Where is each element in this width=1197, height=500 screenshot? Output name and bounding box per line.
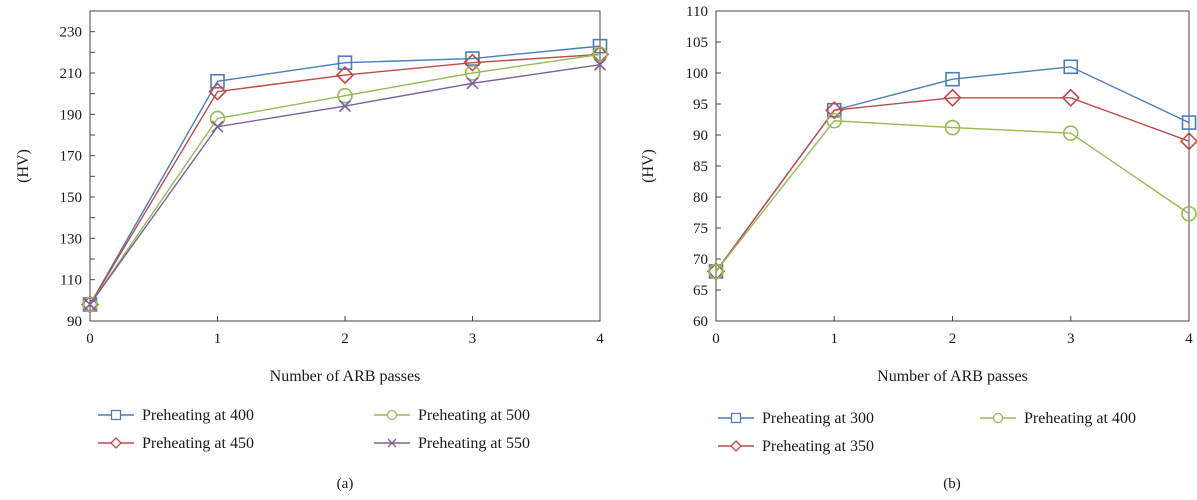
series-line [715, 120, 1190, 272]
series-line [89, 53, 601, 305]
x-tick-label: 1 [831, 331, 839, 347]
y-tick-label: 85 [693, 159, 708, 175]
data-point [466, 77, 479, 90]
y-tick-label: 105 [686, 35, 709, 51]
series-line [89, 45, 601, 305]
y-tick-label: 90 [67, 314, 82, 330]
data-point [943, 88, 962, 107]
data-point [1061, 88, 1080, 107]
legend-marker [387, 438, 397, 448]
data-point [464, 65, 481, 81]
y-tick-label: 65 [693, 283, 708, 299]
legend-item: Preheating at 450 [98, 435, 254, 452]
data-point [80, 295, 100, 314]
data-point [826, 112, 843, 129]
data-point [945, 71, 960, 87]
data-point [1062, 125, 1079, 141]
data-point [211, 120, 224, 133]
x-tick-label: 4 [596, 331, 604, 347]
data-point [463, 53, 482, 72]
y-axis-label: (HV) [15, 149, 32, 183]
y-tick-label: 75 [693, 221, 708, 237]
x-tick-label: 0 [712, 331, 720, 347]
x-tick-label: 4 [1185, 331, 1193, 347]
y-tick-label: 70 [693, 252, 708, 268]
data-point [82, 296, 98, 313]
data-point [825, 101, 844, 120]
y-tick-label: 170 [60, 149, 83, 165]
chart-0: 90 110 130 150 170 190 210 230 0 1 2 3 4 Number of AR… [15, 10, 610, 492]
legend-marker [730, 412, 742, 424]
x-tick-label: 1 [214, 331, 222, 347]
y-tick-label: 95 [693, 97, 708, 113]
legend-item: Preheating at 400 [98, 407, 254, 424]
y-tick-label: 230 [60, 25, 83, 41]
x-tick-label: 0 [86, 331, 94, 347]
y-tick-label: 100 [686, 66, 709, 82]
series-line [89, 53, 601, 305]
data-point [208, 82, 227, 101]
series-line [715, 97, 1190, 272]
figure-caption: (a) [337, 476, 354, 492]
legend-marker [730, 440, 742, 452]
legend-marker [992, 412, 1004, 424]
data-point [1181, 205, 1197, 222]
data-point [465, 51, 480, 66]
y-tick-label: 90 [693, 128, 708, 144]
data-point [944, 119, 961, 136]
data-point [209, 110, 226, 127]
y-tick-label: 110 [686, 4, 708, 20]
data-point [335, 65, 355, 85]
data-point [1063, 59, 1079, 75]
legend-item: Preheating at 550 [374, 435, 530, 452]
data-point [706, 262, 726, 281]
y-tick-label: 210 [60, 66, 83, 82]
legend-label: Preheating at 450 [142, 435, 254, 452]
legend-label: Preheating at 500 [418, 407, 530, 424]
data-point [337, 55, 353, 70]
legend-label: Preheating at 550 [418, 435, 530, 452]
legend-label: Preheating at 350 [762, 438, 874, 455]
x-tick-label: 3 [1067, 331, 1075, 347]
data-point [338, 100, 352, 113]
legend-item: Preheating at 500 [374, 407, 530, 424]
data-point [337, 87, 353, 104]
legend-label: Preheating at 400 [142, 407, 254, 424]
legend-marker [110, 409, 122, 421]
data-point [592, 38, 608, 54]
legend-item: Preheating at 300 [718, 410, 874, 427]
data-point [1181, 115, 1197, 130]
legend-marker [386, 409, 398, 421]
chart-1: 60 65 70 75 80 85 90 95 100 105 110 0 1 2 3 4 Number of … [640, 4, 1197, 492]
legend-label: Preheating at 400 [1024, 410, 1136, 427]
x-tick-label: 2 [949, 331, 957, 347]
y-tick-label: 60 [693, 314, 708, 330]
y-tick-label: 130 [60, 231, 83, 247]
x-tick-label: 3 [469, 331, 477, 347]
legend-item: Preheating at 400 [980, 410, 1136, 427]
x-axis-label: Number of ARB passes [270, 368, 421, 385]
data-point [593, 58, 607, 71]
legend-label: Preheating at 300 [762, 410, 874, 427]
plot-frame [89, 10, 601, 322]
data-point [592, 46, 608, 63]
series-line [89, 64, 601, 305]
figure-caption: (b) [943, 476, 961, 492]
data-point [83, 298, 97, 311]
legend-item: Preheating at 350 [718, 438, 874, 455]
data-point [708, 263, 724, 280]
y-tick-label: 110 [60, 273, 82, 289]
y-tick-label: 190 [60, 107, 83, 123]
y-tick-label: 150 [60, 190, 83, 206]
x-tick-label: 2 [341, 331, 349, 347]
data-point [590, 45, 610, 64]
legend-marker [110, 437, 122, 449]
y-tick-label: 80 [693, 190, 708, 206]
x-axis-label: Number of ARB passes [877, 368, 1028, 385]
y-axis-label: (HV) [640, 149, 657, 183]
data-point [1179, 132, 1197, 151]
data-point [210, 73, 225, 89]
